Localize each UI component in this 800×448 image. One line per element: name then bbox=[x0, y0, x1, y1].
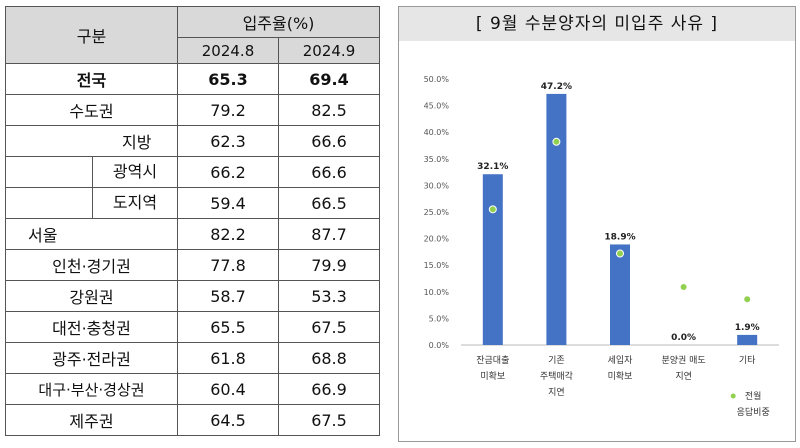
row-value-a: 62.3 bbox=[177, 125, 279, 157]
row-value-b: 79.9 bbox=[278, 249, 380, 281]
y-tick-label: 5.0% bbox=[429, 314, 450, 323]
row-value-a: 64.5 bbox=[177, 404, 279, 436]
row-name: 지방 bbox=[5, 125, 178, 157]
row-value-b: 69.4 bbox=[278, 63, 380, 95]
category-label: 주택매각 bbox=[540, 370, 573, 382]
row-value-a: 61.8 bbox=[177, 342, 279, 374]
y-tick-label: 0.0% bbox=[429, 341, 450, 350]
header-rate: 입주율(%) bbox=[177, 6, 380, 38]
category-label: 미확보 bbox=[608, 370, 633, 382]
row-value-b: 67.5 bbox=[278, 404, 380, 436]
row-value-b: 87.7 bbox=[278, 218, 380, 250]
bar-chart: 50.0% 45.0% 40.0% 35.0% 30.0% 25.0% 20.0% 15.0%… bbox=[424, 75, 779, 418]
chart-title: [ 9월 수분양자의 미입주 사유 ] bbox=[399, 7, 795, 41]
legend-label: 응답비중 bbox=[737, 406, 770, 418]
chart-panel: [ 9월 수분양자의 미입주 사유 ] 50.0% 45.0% 40.0% 35.0%… bbox=[398, 6, 796, 442]
prev-month-marker bbox=[488, 205, 497, 214]
row-name: 광주·전라권 bbox=[5, 342, 178, 374]
row-name: 대구·부산·경상권 bbox=[5, 373, 178, 405]
row-name: 전국 bbox=[5, 63, 178, 95]
row-name: 인천·경기권 bbox=[5, 249, 178, 281]
row-value-b: 66.6 bbox=[278, 125, 380, 157]
row-value-a: 82.2 bbox=[177, 218, 279, 250]
row-value-b: 68.8 bbox=[278, 342, 380, 374]
row-value-a: 59.4 bbox=[177, 187, 279, 219]
category-label: 지연 bbox=[548, 387, 565, 398]
prev-month-marker bbox=[552, 137, 561, 146]
row-value-b: 82.5 bbox=[278, 94, 380, 126]
y-tick-label: 35.0% bbox=[424, 155, 450, 164]
category-label: 기타 bbox=[739, 355, 756, 366]
y-tick-label: 45.0% bbox=[424, 102, 450, 111]
row-value-a: 60.4 bbox=[177, 373, 279, 405]
row-value-b: 53.3 bbox=[278, 280, 380, 312]
row-value-a: 79.2 bbox=[177, 94, 279, 126]
row-value-a: 77.8 bbox=[177, 249, 279, 281]
y-tick-label: 10.0% bbox=[424, 288, 450, 297]
row-value-a: 65.3 bbox=[177, 63, 279, 95]
y-tick-label: 20.0% bbox=[424, 235, 450, 244]
row-value-a: 66.2 bbox=[177, 156, 279, 188]
y-tick-label: 40.0% bbox=[424, 128, 450, 137]
category-label: 기존 bbox=[548, 355, 565, 366]
category-label: 분양권 매도 bbox=[661, 354, 705, 366]
occupancy-table: 구분 입주율(%) 2024.8 2024.9 전국 65.3 69.4 수도권… bbox=[5, 6, 380, 436]
y-tick-label: 25.0% bbox=[424, 208, 450, 217]
bar-value-label: 0.0% bbox=[671, 333, 696, 343]
bar bbox=[610, 244, 630, 345]
bar bbox=[482, 174, 503, 345]
header-group: 구분 bbox=[5, 6, 178, 64]
header-col-b: 2024.9 bbox=[278, 37, 380, 64]
row-name-cell: 도지역 bbox=[5, 187, 178, 219]
category-label: 지연 bbox=[675, 371, 692, 382]
row-value-a: 65.5 bbox=[177, 311, 279, 343]
row-name-cell: 광역시 bbox=[5, 156, 178, 188]
bar-value-label: 1.9% bbox=[735, 323, 760, 333]
category-label: 세입자 bbox=[608, 354, 634, 366]
row-value-b: 66.9 bbox=[278, 373, 380, 405]
row-name: 수도권 bbox=[5, 94, 178, 126]
bar bbox=[737, 334, 758, 345]
row-name: 제주권 bbox=[5, 404, 178, 436]
legend-marker bbox=[730, 393, 736, 399]
y-tick-label: 50.0% bbox=[424, 75, 450, 84]
category-label: 미확보 bbox=[480, 370, 505, 382]
prev-month-marker bbox=[679, 283, 688, 292]
bar-value-label: 47.2% bbox=[541, 82, 572, 92]
bar-value-label: 18.9% bbox=[604, 232, 635, 242]
row-value-a: 58.7 bbox=[177, 280, 279, 312]
row-name: 광역시 bbox=[112, 162, 158, 181]
row-name: 대전·충청권 bbox=[5, 311, 178, 343]
row-name: 도지역 bbox=[112, 193, 158, 212]
prev-month-marker bbox=[616, 249, 624, 258]
prev-month-marker bbox=[743, 295, 752, 304]
bar bbox=[546, 93, 567, 345]
category-label: 잔금대출 bbox=[476, 355, 509, 366]
row-name: 강원권 bbox=[5, 280, 178, 312]
header-col-a: 2024.8 bbox=[177, 37, 279, 64]
legend-label: 전월 bbox=[745, 390, 762, 402]
row-value-b: 66.6 bbox=[278, 156, 380, 188]
row-value-b: 67.5 bbox=[278, 311, 380, 343]
bar-value-label: 32.1% bbox=[477, 162, 508, 172]
row-name: 서울 bbox=[5, 218, 178, 250]
y-tick-label: 30.0% bbox=[424, 181, 450, 190]
y-tick-label: 15.0% bbox=[424, 261, 450, 270]
row-value-b: 66.5 bbox=[278, 187, 380, 219]
